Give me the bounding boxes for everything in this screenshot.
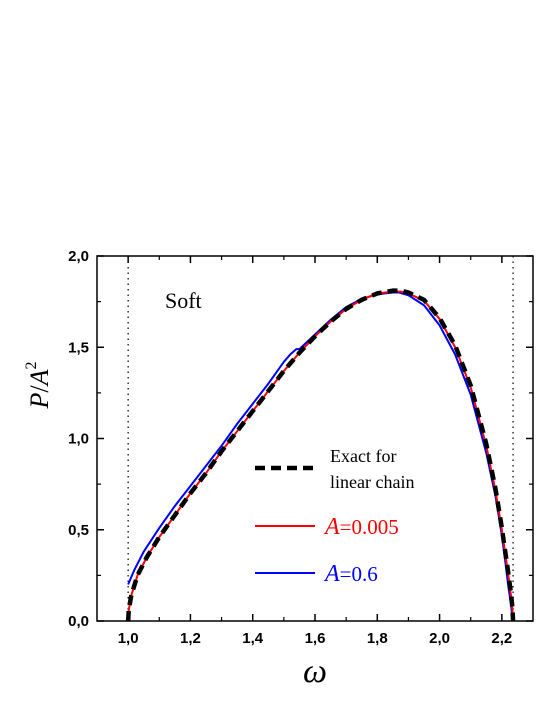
x-tick-label: 1,2 [180,630,201,647]
soft-annotation: Soft [165,288,202,313]
y-axis-label-a: A [25,369,54,387]
reference-lines [127,256,514,621]
x-tick-label: 1,6 [305,630,326,647]
x-tick-label: 2,0 [429,630,450,647]
x-tick-label: 1,4 [242,630,264,647]
y-tick-label: 0,5 [68,522,89,539]
legend-label-a06-value: =0.6 [340,562,378,586]
axis-tick-labels: 1,0 1,2 1,4 1,6 1,8 2,0 2,2 0,0 0,5 1,0 1,5 2,0 [68,248,512,647]
legend-label-exact-line1: Exact for [330,446,396,466]
legend: Exact for linear chain A=0.005 A=0.6 [255,446,414,587]
y-tick-label: 1,0 [68,431,89,448]
y-axis-label-p: P [25,393,54,410]
legend-label-exact-line2: linear chain [330,472,414,492]
series-line-1 [127,290,515,622]
legend-label-a06-prefix: A [323,561,340,587]
legend-label-a06: A=0.6 [323,561,378,587]
y-tick-label: 0,0 [68,613,89,630]
y-axis-label-slash: / [25,385,54,393]
y-tick-label: 2,0 [68,248,89,265]
legend-label-a0005-prefix: A [323,514,340,540]
x-axis-label: ω [303,653,327,690]
series-line-2 [127,291,514,622]
plot-frame [96,255,534,622]
x-tick-label: 2,2 [491,630,512,647]
axis-ticks [97,255,533,622]
legend-label-a0005-value: =0.005 [340,515,399,539]
x-tick-label: 1,8 [367,630,388,647]
x-tick-label: 1,0 [118,630,139,647]
y-axis-label: P/A2 [23,361,54,409]
series-lines [125,288,516,622]
y-axis-label-exp: 2 [23,361,40,369]
legend-label-a0005: A=0.005 [323,514,399,540]
y-tick-label: 1,5 [68,339,89,356]
series-line-0 [125,288,516,622]
